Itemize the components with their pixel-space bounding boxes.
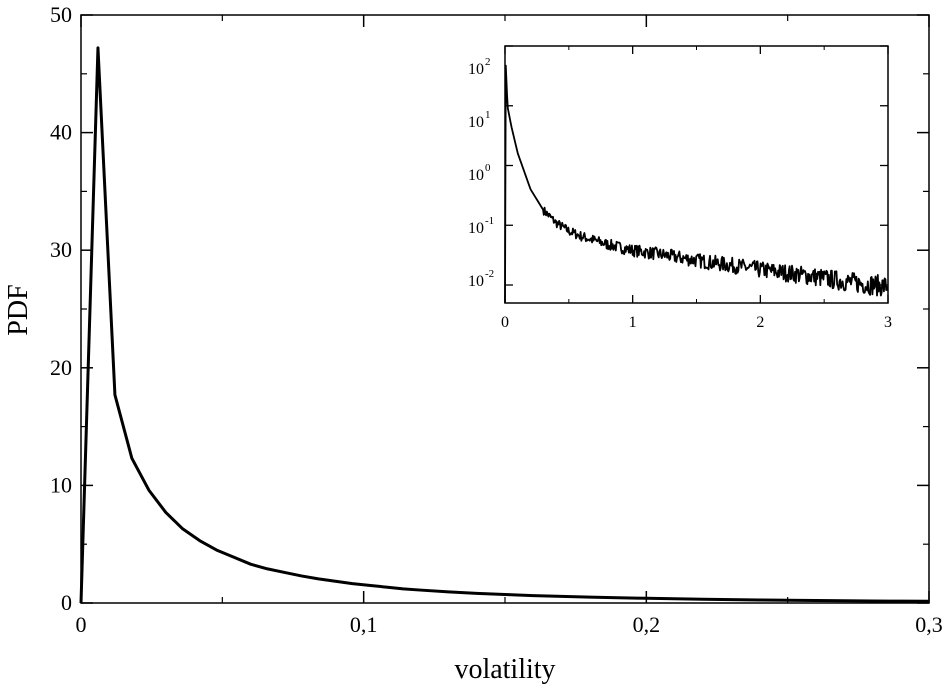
main-xtick-label: 0,2 <box>633 612 661 637</box>
inset-series-line <box>504 64 889 304</box>
main-x-axis-label: volatility <box>454 654 555 685</box>
inset-ytick-exp: -1 <box>485 215 494 227</box>
main-ytick-label: 50 <box>50 2 72 27</box>
main-xtick-label: 0,3 <box>915 612 943 637</box>
main-series-line <box>79 46 930 604</box>
inset-ytick-label: 10 <box>468 61 484 78</box>
main-ytick-label: 40 <box>50 120 72 145</box>
main-ytick-label: 10 <box>50 472 72 497</box>
inset-ytick-base: 10 <box>468 273 484 290</box>
inset-ytick-exp: -2 <box>485 268 494 280</box>
main-tick-labels: 0 0,1 0,2 0,3 0 10 20 30 40 50 <box>50 2 943 637</box>
inset-tick-labels: 0 1 2 3 10 -2 10 -1 10 0 10 1 10 2 <box>468 56 892 331</box>
main-ytick-label: 20 <box>50 355 72 380</box>
inset-ytick-base: 10 <box>468 114 484 131</box>
main-series <box>79 46 930 604</box>
main-y-axis-label: PDF <box>3 284 34 335</box>
inset-ytick-base: 10 <box>468 167 484 184</box>
inset-xtick-label: 3 <box>884 314 892 331</box>
inset-ytick-label: 10 <box>468 220 484 237</box>
inset-ytick-exp: 0 <box>485 162 491 174</box>
inset-xtick-label: 0 <box>501 314 509 331</box>
main-xtick-label: 0 <box>76 612 87 637</box>
main-ytick-label: 30 <box>50 237 72 262</box>
inset-ytick-exp: 2 <box>485 56 491 68</box>
inset-series <box>504 64 889 304</box>
main-xtick-label: 0,1 <box>350 612 378 637</box>
inset-xtick-label: 1 <box>629 314 637 331</box>
inset-ytick-label: 10 <box>468 273 484 290</box>
main-ytick-label: 0 <box>61 590 72 615</box>
inset-ytick-base: 10 <box>468 61 484 78</box>
inset-ytick-base: 10 <box>468 220 484 237</box>
inset-xtick-label: 2 <box>756 314 764 331</box>
inset-ytick-label: 10 <box>468 114 484 131</box>
inset-ytick-exp: 1 <box>485 109 491 121</box>
inset-ytick-label: 10 <box>468 167 484 184</box>
